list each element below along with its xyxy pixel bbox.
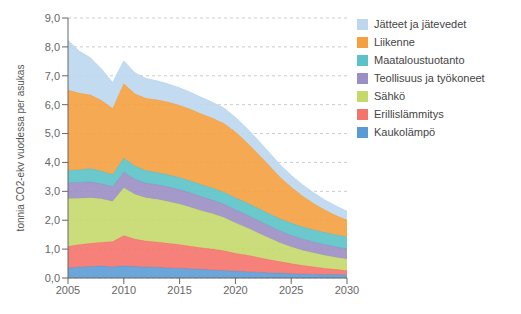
html-text:Kaukolämpö: Kaukolämpö (374, 126, 436, 138)
svg-text:2025: 2025 (279, 284, 303, 296)
svg-text:7,0: 7,0 (45, 70, 60, 82)
html-text:Sähkö: Sähkö (374, 90, 406, 102)
html-text:Jätteet ja jätevedet: Jätteet ja jätevedet (374, 18, 467, 30)
svg-text:2010: 2010 (112, 284, 136, 296)
svg-text:2020: 2020 (223, 284, 247, 296)
html-text:Maataloustuotanto: Maataloustuotanto (374, 54, 465, 66)
svg-text:4,0: 4,0 (45, 156, 60, 168)
svg-text:2,0: 2,0 (45, 214, 60, 226)
svg-text:9,0: 9,0 (45, 12, 60, 24)
svg-text:2015: 2015 (167, 284, 191, 296)
svg-text:3,0: 3,0 (45, 185, 60, 197)
svg-text:1,0: 1,0 (45, 243, 60, 255)
svg-text:6,0: 6,0 (45, 99, 60, 111)
svg-text:8,0: 8,0 (45, 41, 60, 53)
svg-text:0,0: 0,0 (45, 272, 60, 284)
svg-text:tonnia CO2-ekv vuodessa per as: tonnia CO2-ekv vuodessa per asukas (15, 65, 26, 232)
svg-text:2030: 2030 (335, 284, 359, 296)
html-text:Teollisuus ja työkoneet: Teollisuus ja työkoneet (374, 72, 485, 84)
html-text:Liikenne: Liikenne (374, 36, 415, 48)
svg-text:5,0: 5,0 (45, 127, 60, 139)
html-text:Erillislämmitys: Erillislämmitys (374, 108, 444, 120)
svg-text:2005: 2005 (56, 284, 80, 296)
